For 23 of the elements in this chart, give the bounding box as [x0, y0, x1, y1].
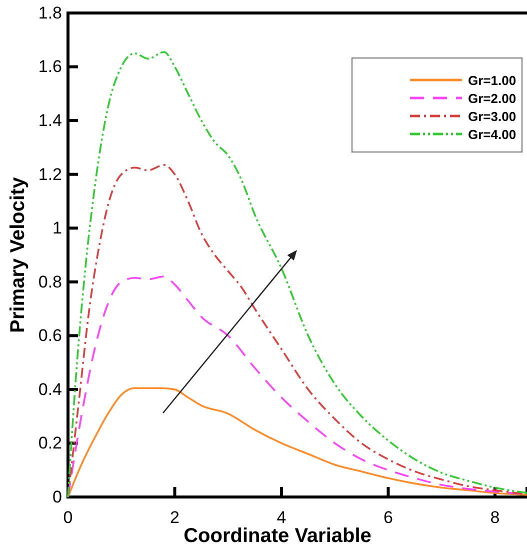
- y-tick-label: 1: [52, 218, 62, 238]
- y-tick-label: 0.4: [38, 380, 62, 399]
- line-series: [67, 51, 527, 498]
- line-series: [67, 164, 527, 498]
- x-tick-label: 2: [170, 508, 180, 528]
- legend-label: Gr=1.00: [468, 73, 516, 88]
- y-tick-label: 1.8: [38, 3, 62, 22]
- legend-label: Gr=3.00: [468, 109, 516, 124]
- y-tick-label: 0: [52, 487, 62, 506]
- line-series: [67, 387, 527, 498]
- x-tick-label: 6: [384, 508, 393, 528]
- y-tick-label: 0.8: [38, 272, 62, 292]
- y-tick-label: 1.2: [38, 164, 62, 184]
- y-tick-label: 0.2: [38, 434, 62, 453]
- y-tick-label: 1.4: [38, 110, 62, 130]
- y-tick-label: 1.6: [38, 57, 62, 76]
- x-tick-label: 8: [490, 508, 500, 528]
- y-axis-title: Primary Velocity: [7, 176, 29, 333]
- x-tick-label: 4: [276, 508, 286, 528]
- x-axis-title: Coordinate Variable: [184, 525, 372, 547]
- legend-label: Gr=4.00: [468, 127, 516, 142]
- y-tick-label: 0.6: [38, 326, 62, 346]
- legend-label: Gr=2.00: [468, 91, 516, 106]
